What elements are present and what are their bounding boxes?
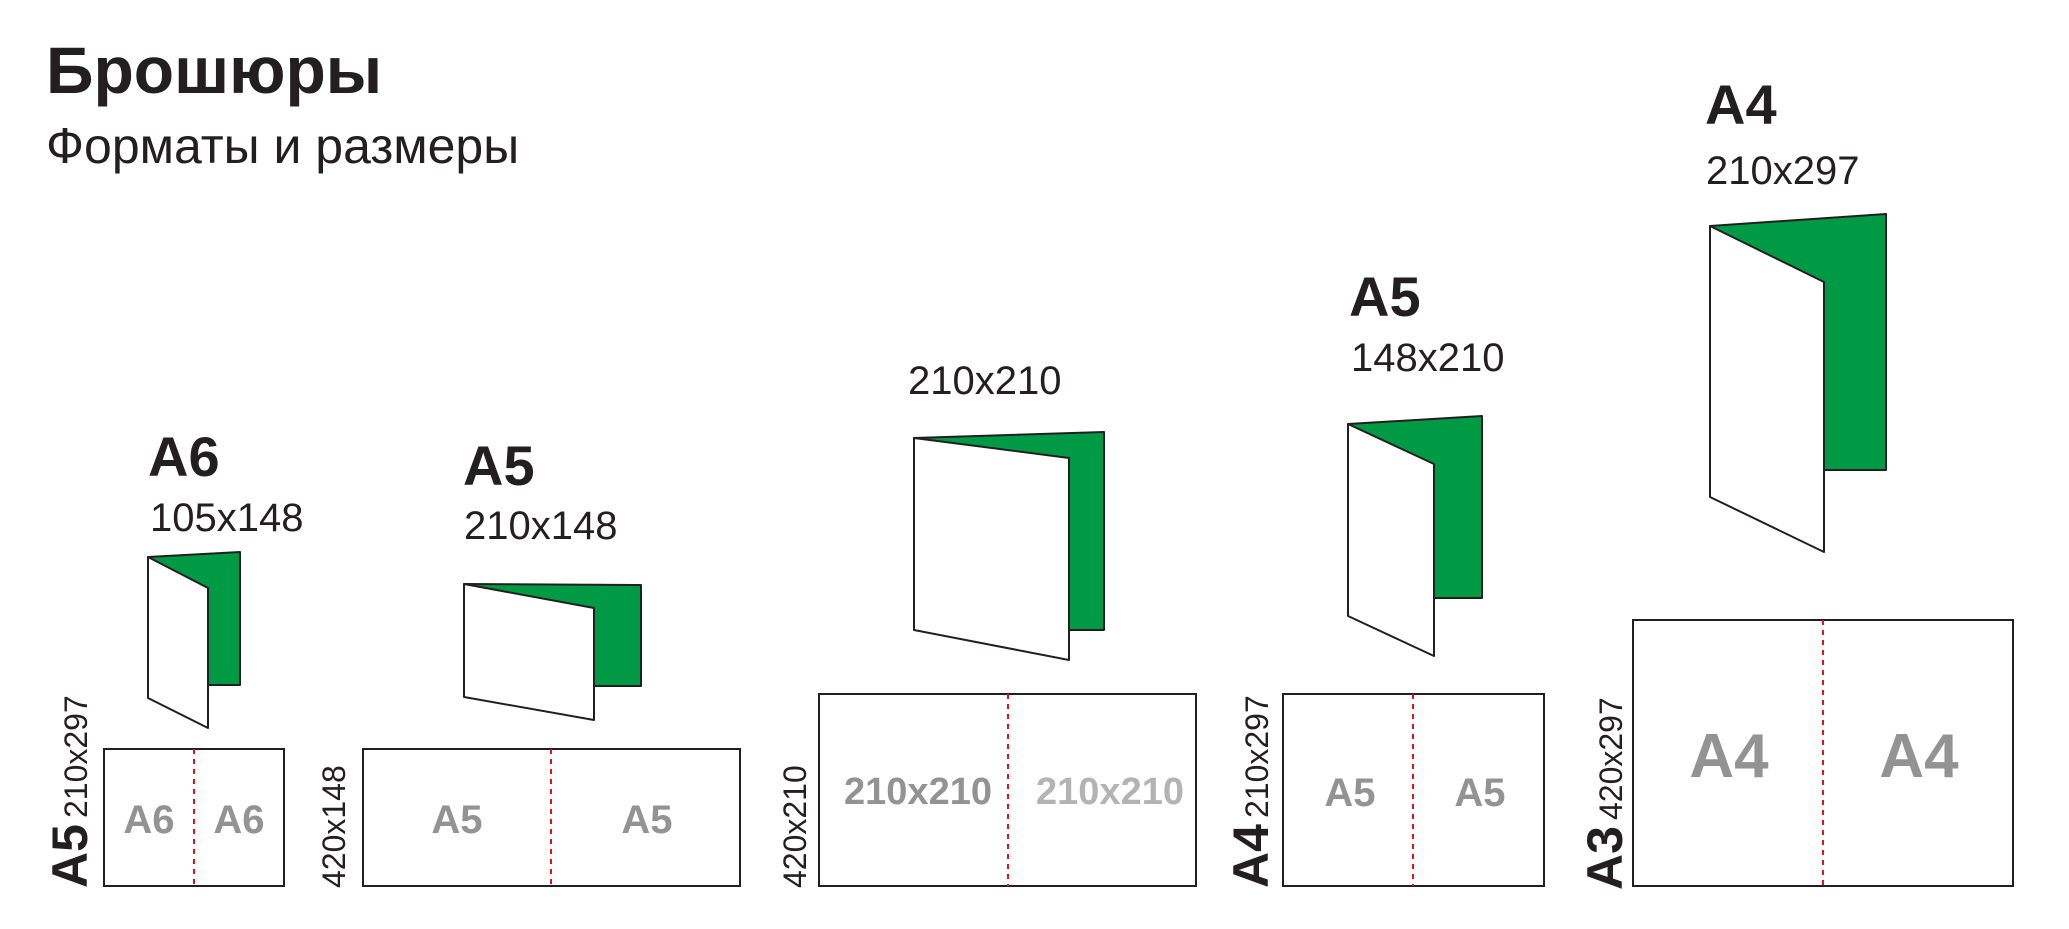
sheet-size-label: 420x210 (777, 765, 813, 888)
brochure-a5-landscape: A5 210x148 420x148 A5 A5 (316, 434, 741, 888)
sheet-size-label: 210x297 (58, 695, 94, 818)
brochure-format-label: A5 (463, 434, 535, 497)
page-label-right: A5 (1454, 771, 1505, 815)
page-title: Брошюры (46, 33, 382, 107)
brochure-cover-front (463, 583, 595, 721)
sheet-format-label: A3 (1577, 826, 1633, 890)
page-label-left: 210x210 (844, 771, 992, 813)
brochure-size-label: 210x210 (908, 359, 1061, 403)
sheet-format-label: A4 (1223, 824, 1279, 888)
brochure-a6: A6 105x148 A5 210x297 A6 A6 (42, 425, 303, 888)
brochure-cover-front (913, 437, 1070, 661)
sheet-format-label: A5 (42, 824, 98, 888)
brochure-size-label: 210x297 (1706, 149, 1859, 193)
page-label-right: A4 (1879, 722, 1959, 791)
brochure-cover-front (1347, 423, 1435, 657)
page-label-left: A5 (431, 798, 482, 842)
brochure-square: 210x210 420x210 210x210 210x210 (777, 359, 1197, 888)
brochure-format-label: A5 (1349, 265, 1421, 328)
sheet-size-label: 210x297 (1239, 695, 1275, 818)
page-label-left: A4 (1689, 722, 1769, 791)
brochure-cover-front (1709, 225, 1825, 553)
brochure-format-label: A6 (148, 425, 220, 488)
page-label-right: A5 (621, 798, 672, 842)
sheet-size-label: 420x148 (316, 765, 352, 888)
brochure-size-label: 210x148 (464, 504, 617, 548)
brochure-a4: A4 210x297 A3 420x297 A4 A4 (1577, 73, 2014, 890)
brochure-cover-front (147, 556, 209, 729)
brochure-a5-portrait: A5 148x210 A4 210x297 A5 A5 (1223, 265, 1545, 888)
page-label-left: A5 (1324, 771, 1375, 815)
brochure-size-label: 105x148 (150, 496, 303, 540)
brochure-format-label: A4 (1705, 73, 1777, 136)
page-subtitle: Форматы и размеры (46, 118, 519, 174)
sheet-size-label: 420x297 (1593, 697, 1629, 820)
page-label-right: A6 (213, 798, 264, 842)
page-label-right: 210x210 (1036, 771, 1184, 813)
brochure-size-label: 148x210 (1351, 336, 1504, 380)
page-label-left: A6 (123, 798, 174, 842)
